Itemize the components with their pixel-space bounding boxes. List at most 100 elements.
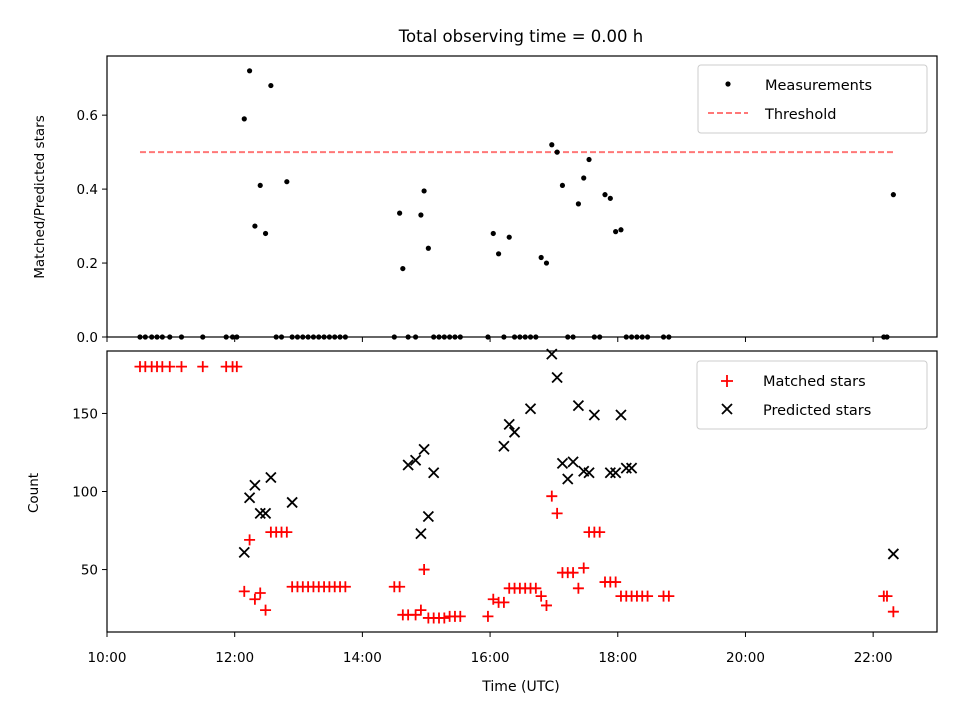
matched-stars-marker — [535, 590, 547, 602]
matched-stars-marker — [498, 596, 510, 608]
measurement-point — [284, 179, 290, 185]
count-y-axis-label: Count — [26, 473, 42, 513]
predicted-stars-marker — [402, 459, 414, 471]
legend-measurements-label: Measurements — [765, 78, 872, 94]
x-axis-label: Time (UTC) — [481, 679, 559, 695]
measurement-point — [400, 265, 406, 272]
measurement-point — [421, 188, 427, 194]
predicted-stars-marker — [604, 467, 616, 479]
matched-stars-marker — [881, 590, 893, 602]
ratio-x-ticks — [106, 337, 874, 342]
predicted-stars-marker — [498, 440, 510, 452]
predicted-stars-marker — [422, 510, 434, 523]
matched-stars-marker — [260, 604, 272, 616]
predicted-stars-marker — [610, 467, 622, 479]
predicted-stars-marker — [254, 507, 266, 519]
measurement-point — [495, 251, 502, 257]
matched-stars-marker — [438, 612, 450, 624]
ratio-y-tick-label: 0.6 — [77, 108, 98, 124]
matched-stars-marker — [244, 534, 256, 546]
predicted-stars-marker — [887, 548, 900, 560]
measurement-point — [549, 142, 555, 148]
matched-stars-marker — [454, 610, 466, 622]
measurement-point — [257, 182, 263, 189]
count-panel: 50 100 150 10:00 12:00 14:00 16:00 18:00 20:00 2… — [26, 348, 938, 695]
legend-threshold-label: Threshold — [764, 107, 836, 123]
matched-stars-marker — [394, 581, 406, 593]
predicted-stars-marker — [286, 496, 298, 509]
count-y-tick-label: 50 — [81, 563, 98, 579]
legend-predicted-label: Predicted stars — [763, 403, 871, 419]
matched-stars-marker — [254, 587, 266, 599]
matched-stars-marker — [164, 361, 176, 373]
matched-stars-marker — [663, 590, 675, 602]
measurement-point — [268, 82, 274, 89]
predicted-stars-marker — [556, 457, 569, 470]
predicted-stars-marker — [418, 443, 430, 455]
matched-stars-marker — [610, 576, 622, 588]
ratio-panel-frame — [106, 55, 938, 338]
matched-stars-marker — [238, 585, 250, 597]
matched-stars-marker — [418, 564, 430, 576]
predicted-stars-marker — [524, 403, 537, 415]
matched-stars-marker — [281, 526, 293, 538]
matched-stars-marker — [887, 606, 899, 618]
matched-stars-marker — [578, 562, 590, 574]
ratio-legend-box — [697, 64, 928, 134]
count-y-axis: 50 100 150 — [72, 406, 107, 579]
measurement-point — [543, 260, 550, 266]
predicted-stars-marker — [409, 454, 422, 466]
measurement-point — [618, 227, 624, 233]
measurement-point — [602, 192, 608, 198]
measurement-point — [490, 230, 496, 237]
matched-stars-marker — [540, 599, 552, 611]
count-x-tick-label: 18:00 — [598, 650, 637, 666]
count-y-tick-label: 100 — [72, 485, 98, 501]
legend-matched-marker — [721, 375, 733, 387]
matched-stars-marker — [551, 507, 563, 519]
predicted-stars-marker — [567, 456, 579, 468]
predicted-stars-marker — [503, 418, 515, 431]
measurement-point — [607, 195, 613, 201]
predicted-stars-marker — [265, 471, 277, 484]
predicted-stars-marker — [551, 371, 563, 384]
measurement-point — [581, 175, 587, 181]
measurement-point — [890, 192, 896, 198]
predicted-stars-marker — [259, 507, 272, 519]
count-x-tick-label: 20:00 — [726, 650, 765, 666]
matched-stars-marker — [175, 361, 187, 373]
count-x-tick-label: 12:00 — [215, 650, 254, 666]
matched-stars-marker — [530, 582, 542, 594]
measurement-point — [506, 234, 512, 240]
measurement-point — [575, 201, 581, 207]
measurement-point — [252, 223, 258, 229]
predicted-stars-marker — [615, 409, 627, 421]
matched-stars-marker — [231, 361, 243, 373]
matched-stars-marker — [642, 590, 654, 602]
matched-stars-marker — [249, 593, 261, 605]
predicted-stars-marker — [428, 467, 440, 479]
measurement-point — [241, 116, 247, 122]
predicted-stars-marker — [620, 462, 632, 474]
measurement-point — [613, 229, 619, 235]
ratio-y-axis-label: Matched/Predicted stars — [32, 115, 48, 278]
ratio-y-tick-label: 0.0 — [77, 330, 98, 346]
legend-measurements-marker — [725, 81, 731, 87]
count-x-tick-label: 22:00 — [854, 650, 893, 666]
matched-stars-marker — [482, 610, 494, 622]
count-x-tick-label: 10:00 — [88, 650, 127, 666]
matched-stars-series — [134, 361, 899, 624]
predicted-stars-marker — [583, 467, 595, 479]
measurement-point — [246, 68, 253, 74]
count-x-tick-label: 16:00 — [471, 650, 510, 666]
ratio-legend: Measurements Threshold — [697, 64, 928, 134]
matched-stars-marker — [594, 526, 606, 538]
ratio-y-tick-label: 0.4 — [77, 182, 98, 198]
predicted-stars-marker — [625, 462, 638, 474]
measurement-point — [559, 182, 566, 189]
predicted-stars-marker — [238, 546, 250, 559]
predicted-stars-marker — [415, 528, 427, 540]
legend-matched-label: Matched stars — [763, 374, 866, 390]
measurement-point — [538, 254, 544, 261]
